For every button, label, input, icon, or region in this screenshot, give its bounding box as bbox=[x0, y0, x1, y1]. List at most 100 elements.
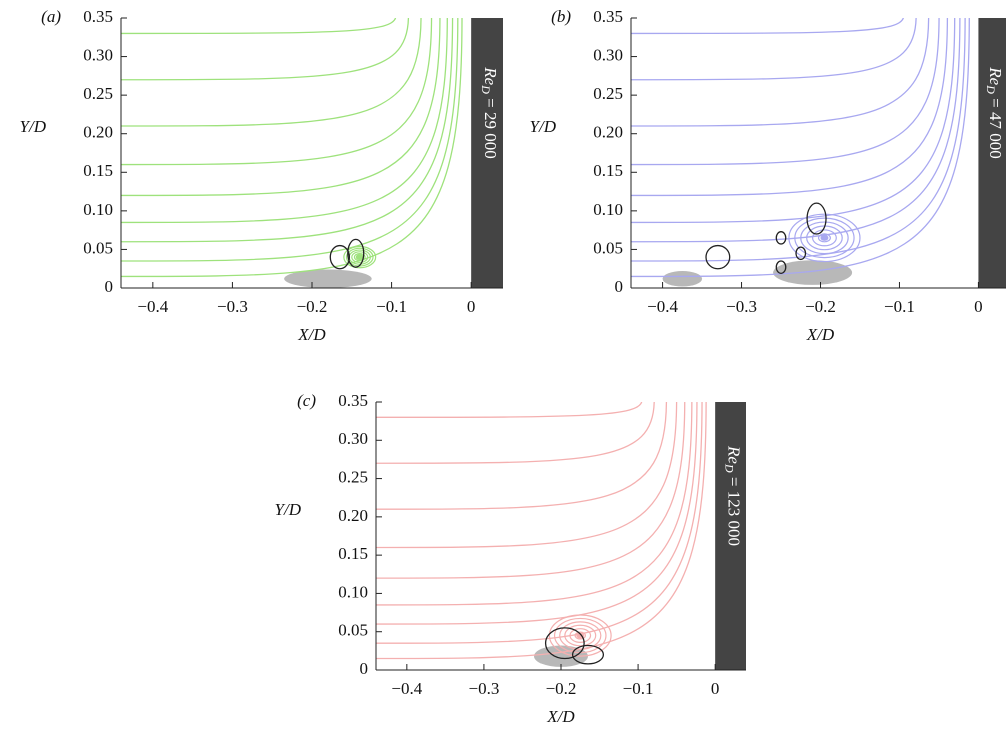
x-tick-label: −0.1 bbox=[623, 679, 654, 698]
x-tick-label: −0.2 bbox=[297, 297, 328, 316]
vortex-core bbox=[820, 234, 829, 241]
x-tick-label: −0.4 bbox=[391, 679, 422, 698]
annotation-sub: D bbox=[984, 84, 998, 94]
annotation-sub: D bbox=[723, 463, 737, 473]
streamline bbox=[376, 402, 693, 606]
plot-area bbox=[121, 18, 503, 288]
y-tick-label: 0.25 bbox=[83, 84, 113, 103]
panel: ReD = 123 000 −0.4 −0.3 −0.2 −0.1 0 0 0.05 0.10 0… bbox=[275, 391, 746, 726]
contour bbox=[775, 231, 787, 245]
y-tick-label: 0.10 bbox=[338, 582, 368, 601]
x-tick-label: −0.1 bbox=[884, 297, 915, 316]
streamline bbox=[121, 18, 454, 243]
y-tick-label: 0.25 bbox=[593, 84, 623, 103]
streamline bbox=[631, 18, 949, 197]
streamline bbox=[631, 18, 917, 81]
vortex-ring bbox=[574, 631, 587, 640]
streamline bbox=[376, 402, 686, 579]
x-tick-label: −0.3 bbox=[468, 679, 499, 698]
streamline bbox=[121, 18, 397, 35]
y-axis-label: Y/D bbox=[275, 500, 302, 519]
x-tick-label: −0.4 bbox=[137, 297, 168, 316]
plot-area bbox=[376, 402, 746, 670]
x-axis-label: X/D bbox=[546, 707, 575, 726]
wall bbox=[471, 18, 503, 288]
annotation-rest: = 47 000 bbox=[986, 94, 1005, 159]
recirculation-region bbox=[284, 269, 372, 288]
vortex-ring bbox=[817, 233, 831, 243]
vortex-core bbox=[355, 254, 364, 261]
wall bbox=[715, 402, 746, 670]
recirculation-region bbox=[662, 271, 703, 287]
streamline bbox=[121, 18, 422, 127]
annotation: ReD = 47 000 bbox=[984, 66, 1005, 158]
y-tick-label: 0.20 bbox=[83, 123, 113, 142]
streamline bbox=[631, 18, 930, 127]
y-tick-label: 0.30 bbox=[593, 45, 623, 64]
plot-area bbox=[631, 18, 1006, 288]
y-tick-label: 0 bbox=[105, 277, 114, 296]
y-tick-label: 0 bbox=[360, 659, 369, 678]
contour bbox=[347, 238, 365, 268]
streamline bbox=[121, 18, 409, 81]
vortex-ring bbox=[800, 221, 849, 255]
panel: ReD = 47 000 −0.4 −0.3 −0.2 −0.1 0 0 0.05 0.10 0.… bbox=[530, 7, 1006, 344]
annotation-base: Re bbox=[481, 66, 500, 85]
vortex-ring bbox=[788, 213, 861, 263]
contour bbox=[705, 244, 731, 270]
x-tick-label: −0.1 bbox=[376, 297, 407, 316]
vortex-ring bbox=[794, 217, 855, 259]
y-tick-label: 0.10 bbox=[593, 200, 623, 219]
x-axis-label: X/D bbox=[806, 325, 835, 344]
x-tick-label: 0 bbox=[711, 679, 720, 698]
streamline bbox=[376, 402, 655, 464]
vortex-ring bbox=[564, 624, 597, 647]
streamline bbox=[121, 18, 441, 197]
contour bbox=[795, 246, 807, 261]
annotation-base: Re bbox=[725, 445, 744, 464]
streamline bbox=[631, 18, 956, 224]
streamline bbox=[631, 18, 961, 243]
y-tick-label: 0.25 bbox=[338, 467, 368, 486]
recirculation-region bbox=[773, 260, 853, 285]
streamline bbox=[121, 18, 459, 262]
vortex-ring bbox=[812, 229, 837, 247]
streamline bbox=[121, 18, 433, 166]
y-tick-label: 0.15 bbox=[593, 161, 623, 180]
contour bbox=[544, 627, 585, 660]
streamline bbox=[376, 402, 703, 644]
contour bbox=[775, 260, 787, 274]
streamline bbox=[121, 18, 448, 224]
y-axis-label: Y/D bbox=[530, 117, 557, 136]
panel-label: (a) bbox=[41, 7, 61, 26]
y-tick-label: 0.30 bbox=[83, 45, 113, 64]
streamline bbox=[631, 18, 970, 278]
streamline bbox=[631, 18, 940, 166]
panel: ReD = 29 000 −0.4 −0.3 −0.2 −0.1 0 0 0.05 0.10 0.… bbox=[20, 7, 503, 344]
streamline bbox=[121, 18, 463, 278]
y-tick-label: 0.15 bbox=[83, 161, 113, 180]
y-tick-label: 0.10 bbox=[83, 200, 113, 219]
panel-label: (b) bbox=[551, 7, 571, 26]
streamline bbox=[376, 402, 668, 510]
panel-label: (c) bbox=[297, 391, 316, 410]
x-tick-label: −0.2 bbox=[546, 679, 577, 698]
vortex-ring bbox=[569, 628, 592, 643]
vortex-ring bbox=[351, 251, 369, 264]
streamline bbox=[631, 18, 904, 35]
x-tick-label: 0 bbox=[974, 297, 983, 316]
y-tick-label: 0.30 bbox=[338, 429, 368, 448]
y-tick-label: 0.20 bbox=[338, 506, 368, 525]
annotation-base: Re bbox=[986, 66, 1005, 85]
wall bbox=[978, 18, 1006, 288]
y-tick-label: 0.20 bbox=[593, 123, 623, 142]
vortex-ring bbox=[353, 253, 366, 262]
y-tick-label: 0.05 bbox=[83, 238, 113, 257]
contour bbox=[806, 202, 827, 235]
annotation: ReD = 123 000 bbox=[723, 445, 744, 546]
streamline bbox=[376, 402, 678, 549]
contour bbox=[329, 244, 351, 270]
annotation: ReD = 29 000 bbox=[479, 66, 500, 158]
vortex-ring bbox=[559, 621, 602, 650]
